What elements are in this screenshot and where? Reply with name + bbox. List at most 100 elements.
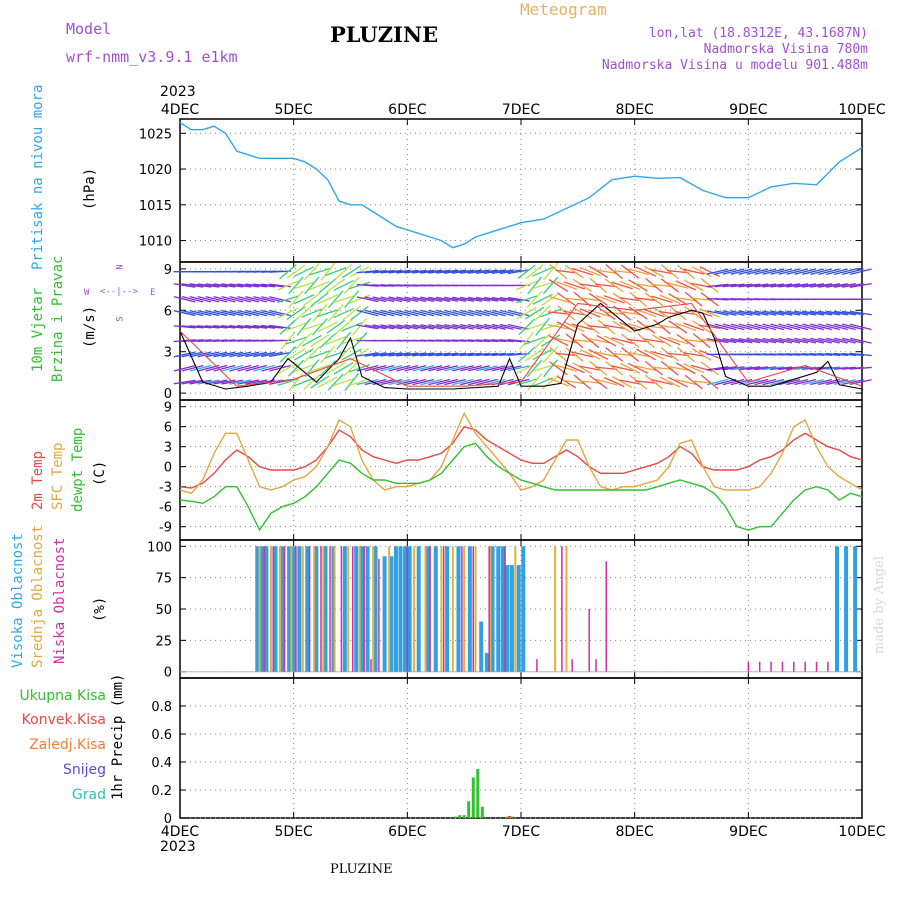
wind-arrow bbox=[444, 352, 467, 357]
wind-arrow bbox=[535, 317, 550, 336]
cloud-bar bbox=[407, 546, 412, 672]
wind-arrow bbox=[611, 365, 634, 372]
ytick-label: 0.2 bbox=[151, 784, 172, 799]
wind-arrow bbox=[420, 324, 443, 330]
wind-arrow bbox=[349, 294, 371, 304]
wind-panel: 0 3 6 9 bbox=[164, 261, 872, 402]
wind-arrow bbox=[499, 309, 522, 317]
wind-arrow bbox=[483, 365, 506, 372]
wind-arrow bbox=[770, 283, 793, 288]
wind-arrow bbox=[722, 378, 745, 386]
wind-arrow bbox=[372, 269, 395, 274]
wind-arrow bbox=[372, 324, 395, 330]
wind-arrow bbox=[205, 351, 228, 358]
wind-arrow bbox=[491, 309, 514, 317]
wind-arrow bbox=[526, 359, 543, 377]
wind-arrow bbox=[467, 269, 490, 274]
cloud-bar bbox=[314, 546, 319, 672]
wind-arrow bbox=[460, 309, 482, 317]
wind-arrow bbox=[754, 323, 777, 331]
ytick-label: 1015 bbox=[139, 199, 172, 214]
wind-arrow bbox=[460, 269, 482, 274]
wind-arrow bbox=[277, 362, 299, 374]
wind-arrow bbox=[436, 378, 458, 386]
wind-arrow bbox=[643, 338, 665, 344]
wind-arrow bbox=[491, 365, 514, 372]
wind-arrow bbox=[564, 321, 585, 333]
wind-arrow bbox=[722, 268, 745, 275]
wind-arrow bbox=[237, 309, 260, 317]
cloud-bar bbox=[372, 546, 375, 672]
cloud-bar bbox=[363, 546, 365, 672]
wind-arrow bbox=[645, 277, 663, 293]
wind-arrow bbox=[684, 374, 703, 390]
cloud-bar bbox=[373, 546, 378, 672]
wind-arrow bbox=[619, 297, 642, 302]
wind-arrow bbox=[818, 268, 840, 275]
wind-arrow bbox=[531, 364, 554, 373]
wind-arrow bbox=[595, 351, 618, 358]
wind-arrow bbox=[826, 268, 848, 275]
wind-arrow bbox=[549, 264, 568, 280]
cloud-bar bbox=[305, 546, 310, 672]
wind-arrow bbox=[794, 323, 816, 331]
wind-arrow bbox=[412, 269, 435, 274]
wind-arrow bbox=[565, 333, 584, 348]
wind-arrow bbox=[810, 337, 832, 344]
wind-arrow bbox=[336, 331, 352, 350]
wind-arrow bbox=[279, 264, 297, 280]
cloud-bar bbox=[279, 546, 282, 672]
wind-arrow bbox=[834, 323, 856, 331]
wind-arrow bbox=[483, 323, 506, 330]
wind-arrow bbox=[849, 337, 872, 344]
cloud-bar bbox=[461, 546, 463, 672]
cloud-bar bbox=[291, 546, 296, 672]
wind-arrow bbox=[293, 281, 315, 290]
wind-arrow bbox=[302, 291, 321, 307]
wind-arrow bbox=[380, 309, 403, 317]
wind-arrow bbox=[507, 365, 530, 372]
wind-arrow bbox=[311, 318, 328, 336]
wind-arrow bbox=[372, 296, 395, 303]
wind-arrow bbox=[309, 363, 331, 373]
date-label-top: 9DEC bbox=[729, 102, 768, 118]
wind-arrow bbox=[849, 310, 872, 316]
wind-arrow bbox=[587, 337, 610, 344]
ytick-label: 25 bbox=[155, 634, 172, 649]
wind-arrow bbox=[525, 347, 545, 362]
cloud-bar bbox=[561, 546, 563, 672]
cloud-bar bbox=[451, 546, 454, 672]
wind-arrow bbox=[802, 323, 824, 331]
wind-arrow bbox=[205, 379, 228, 385]
wind-arrow bbox=[364, 269, 387, 274]
wind-arrow bbox=[547, 324, 570, 330]
cloud-bar bbox=[331, 546, 336, 672]
wind-arrow bbox=[548, 278, 569, 292]
wind-arrow bbox=[181, 295, 204, 303]
wind-arrow bbox=[205, 283, 228, 288]
wind-compass: W E N S <--|--> bbox=[84, 262, 162, 324]
wind-arrow bbox=[468, 323, 490, 330]
wind-arrow bbox=[476, 365, 498, 372]
wind-arrow bbox=[722, 338, 745, 344]
wind-arrow bbox=[627, 268, 649, 276]
wind-arrow bbox=[380, 352, 403, 357]
wind-arrow bbox=[444, 378, 466, 386]
wind-arrow bbox=[428, 378, 451, 386]
cloud-bar bbox=[359, 546, 364, 672]
ytick-label: 0 bbox=[164, 812, 172, 827]
wind-arrow bbox=[651, 351, 673, 358]
cloud-bar bbox=[333, 546, 336, 672]
cloud-bar bbox=[365, 546, 370, 672]
cloud-bar bbox=[496, 546, 501, 672]
wind-arrow bbox=[540, 308, 562, 318]
wind-arrow bbox=[659, 376, 681, 388]
cloud-bar bbox=[456, 546, 461, 672]
wind-arrow bbox=[372, 364, 395, 372]
wind-arrow bbox=[581, 319, 600, 334]
cloud-bar bbox=[425, 546, 430, 672]
wind-arrow bbox=[436, 352, 459, 357]
cloud-bar bbox=[301, 546, 304, 672]
wind-arrow bbox=[754, 310, 777, 316]
wind-arrow bbox=[253, 309, 275, 317]
